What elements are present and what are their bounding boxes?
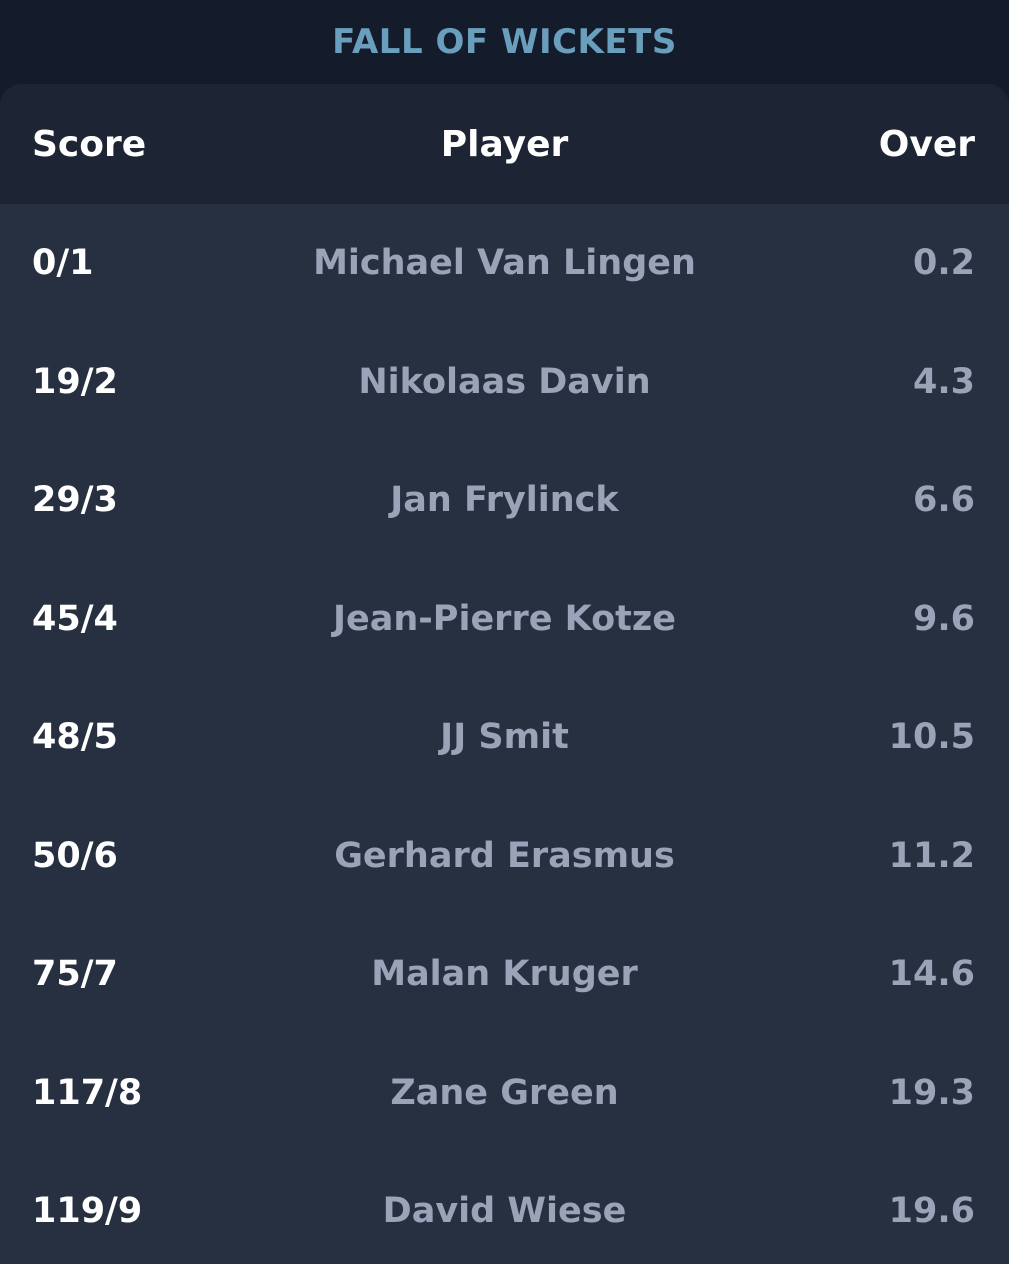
row-score: 119/9 bbox=[32, 1191, 143, 1232]
table-row: 50/6 Gerhard Erasmus 11.2 bbox=[0, 797, 1009, 916]
row-player[interactable]: David Wiese bbox=[382, 1191, 627, 1232]
header-over: Over bbox=[878, 123, 975, 165]
row-over: 10.5 bbox=[888, 717, 975, 758]
row-player[interactable]: JJ Smit bbox=[440, 717, 569, 758]
row-player[interactable]: Nikolaas Davin bbox=[358, 361, 651, 402]
row-over: 19.3 bbox=[888, 1072, 975, 1113]
row-player[interactable]: Gerhard Erasmus bbox=[334, 835, 675, 876]
row-score: 50/6 bbox=[32, 835, 118, 876]
row-player[interactable]: Michael Van Lingen bbox=[313, 243, 696, 284]
table-row: 45/4 Jean-Pierre Kotze 9.6 bbox=[0, 560, 1009, 679]
table-row: 19/2 Nikolaas Davin 4.3 bbox=[0, 323, 1009, 442]
row-score: 48/5 bbox=[32, 717, 118, 758]
table-header: Score Player Over bbox=[0, 84, 1009, 204]
row-score: 29/3 bbox=[32, 480, 118, 521]
row-player[interactable]: Zane Green bbox=[390, 1072, 619, 1113]
row-over: 4.3 bbox=[912, 361, 975, 402]
row-score: 19/2 bbox=[32, 361, 118, 402]
row-over: 0.2 bbox=[912, 243, 975, 284]
row-score: 75/7 bbox=[32, 954, 118, 995]
row-player[interactable]: Jan Frylinck bbox=[390, 480, 619, 521]
header-player: Player bbox=[440, 123, 569, 165]
row-score: 0/1 bbox=[32, 243, 94, 284]
table-row: 29/3 Jan Frylinck 6.6 bbox=[0, 441, 1009, 560]
table-row: 75/7 Malan Kruger 14.6 bbox=[0, 915, 1009, 1034]
table-row: 117/8 Zane Green 19.3 bbox=[0, 1034, 1009, 1153]
row-over: 19.6 bbox=[888, 1191, 975, 1232]
row-player[interactable]: Jean-Pierre Kotze bbox=[332, 598, 677, 639]
row-player[interactable]: Malan Kruger bbox=[371, 954, 638, 995]
table-row: 48/5 JJ Smit 10.5 bbox=[0, 678, 1009, 797]
header-score: Score bbox=[32, 123, 147, 165]
section-title: FALL OF WICKETS bbox=[332, 22, 677, 62]
row-over: 9.6 bbox=[912, 598, 975, 639]
row-score: 117/8 bbox=[32, 1072, 143, 1113]
row-over: 11.2 bbox=[888, 835, 975, 876]
fall-of-wickets-table: Score Player Over 0/1 Michael Van Lingen… bbox=[0, 84, 1009, 1264]
table-row: 119/9 David Wiese 19.6 bbox=[0, 1152, 1009, 1264]
row-score: 45/4 bbox=[32, 598, 118, 639]
row-over: 6.6 bbox=[912, 480, 975, 521]
row-over: 14.6 bbox=[888, 954, 975, 995]
table-row: 0/1 Michael Van Lingen 0.2 bbox=[0, 204, 1009, 323]
